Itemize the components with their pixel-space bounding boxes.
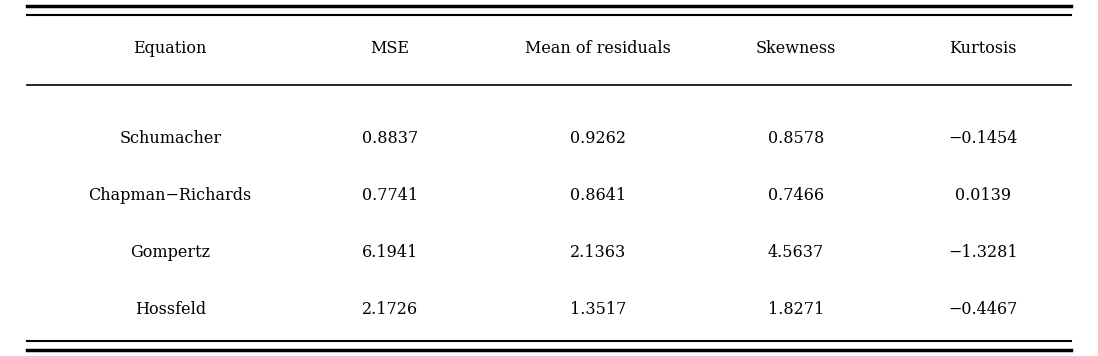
Text: Skewness: Skewness [755, 40, 837, 57]
Text: Schumacher: Schumacher [119, 130, 222, 147]
Text: 1.8271: 1.8271 [768, 301, 825, 318]
Text: Equation: Equation [134, 40, 206, 57]
Text: Chapman−Richards: Chapman−Richards [89, 187, 251, 204]
Text: 0.7466: 0.7466 [768, 187, 825, 204]
Text: 0.8641: 0.8641 [570, 187, 627, 204]
Text: 0.8837: 0.8837 [361, 130, 418, 147]
Text: −0.4467: −0.4467 [948, 301, 1018, 318]
Text: MSE: MSE [370, 40, 410, 57]
Text: Hossfeld: Hossfeld [135, 301, 205, 318]
Text: 1.3517: 1.3517 [570, 301, 627, 318]
Text: Kurtosis: Kurtosis [949, 40, 1017, 57]
Text: −1.3281: −1.3281 [948, 244, 1018, 261]
Text: 6.1941: 6.1941 [361, 244, 418, 261]
Text: 0.9262: 0.9262 [570, 130, 627, 147]
Text: 2.1726: 2.1726 [361, 301, 418, 318]
Text: −0.1454: −0.1454 [948, 130, 1018, 147]
Text: 4.5637: 4.5637 [768, 244, 825, 261]
Text: Mean of residuals: Mean of residuals [526, 40, 671, 57]
Text: 0.8578: 0.8578 [768, 130, 825, 147]
Text: Gompertz: Gompertz [131, 244, 210, 261]
Text: 2.1363: 2.1363 [570, 244, 627, 261]
Text: 0.7741: 0.7741 [361, 187, 418, 204]
Text: 0.0139: 0.0139 [954, 187, 1011, 204]
